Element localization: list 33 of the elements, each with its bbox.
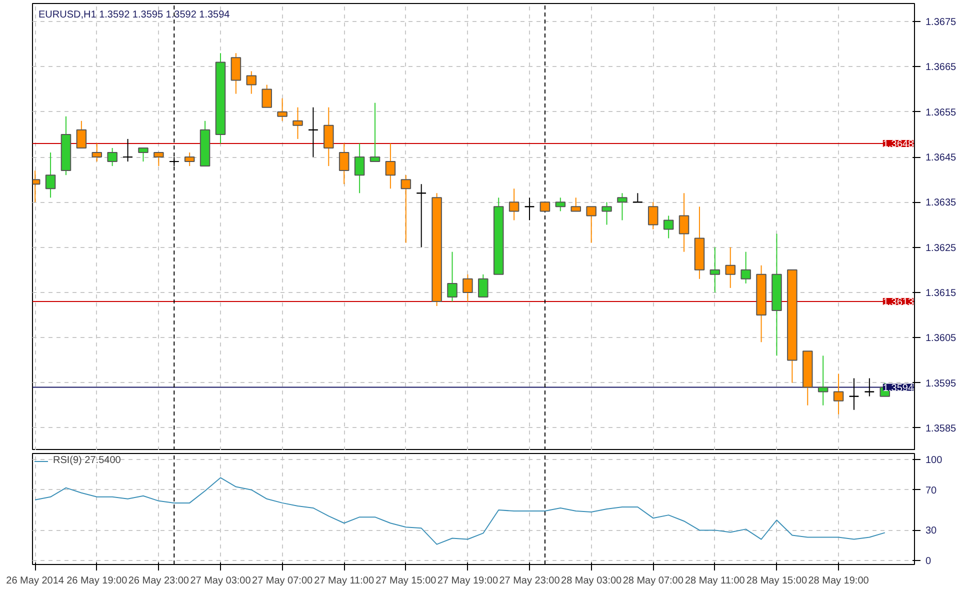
ref-line-label: 1.3648 (882, 138, 914, 150)
ref-line-label: 1.3613 (882, 297, 914, 308)
y-tick-label: 100 (926, 455, 943, 466)
x-tick-label: 26 May 19:00 (66, 576, 128, 586)
x-tick-label: 28 May 03:00 (561, 576, 622, 586)
y-tick-label: 1.3665 (926, 62, 957, 74)
y-tick-label: 1.3645 (926, 152, 957, 164)
x-tick-label: 27 May 11:00 (314, 576, 374, 586)
y-tick-label: 1.3655 (926, 107, 957, 118)
y-tick-label: 70 (926, 485, 938, 496)
y-tick-label: 30 (926, 526, 938, 537)
x-tick-label: 28 May 19:00 (808, 576, 870, 586)
x-tick-label: 28 May 15:00 (746, 576, 808, 586)
y-tick-label: 1.3585 (926, 423, 957, 434)
x-tick-label: 26 May 2014 (6, 576, 64, 586)
y-tick-label: 0 (926, 556, 932, 567)
x-tick-label: 27 May 03:00 (190, 576, 252, 586)
x-tick-label: 27 May 07:00 (252, 576, 314, 586)
x-tick-label: 28 May 07:00 (622, 576, 684, 586)
x-tick-label: 27 May 19:00 (437, 576, 498, 586)
y-tick-label: 1.3595 (926, 378, 957, 390)
y-tick-label: 1.3605 (926, 333, 957, 344)
x-tick-label: 28 May 11:00 (684, 576, 746, 586)
x-tick-label: 27 May 23:00 (499, 576, 560, 586)
x-tick-label: 27 May 15:00 (376, 576, 437, 586)
x-tick-label: 26 May 23:00 (128, 576, 190, 586)
ref-line-label: 1.3594 (882, 382, 914, 394)
y-tick-label: 1.3615 (926, 288, 957, 299)
y-tick-label: 1.3635 (926, 198, 957, 209)
text: EURUSD,H1 1.3592 1.3595 1.3592 1.3594 (38, 10, 230, 20)
y-tick-label: 1.3625 (926, 242, 957, 254)
y-tick-label: 1.3675 (926, 17, 957, 28)
legend-label: RSI(9) 27.5400 (53, 455, 121, 466)
